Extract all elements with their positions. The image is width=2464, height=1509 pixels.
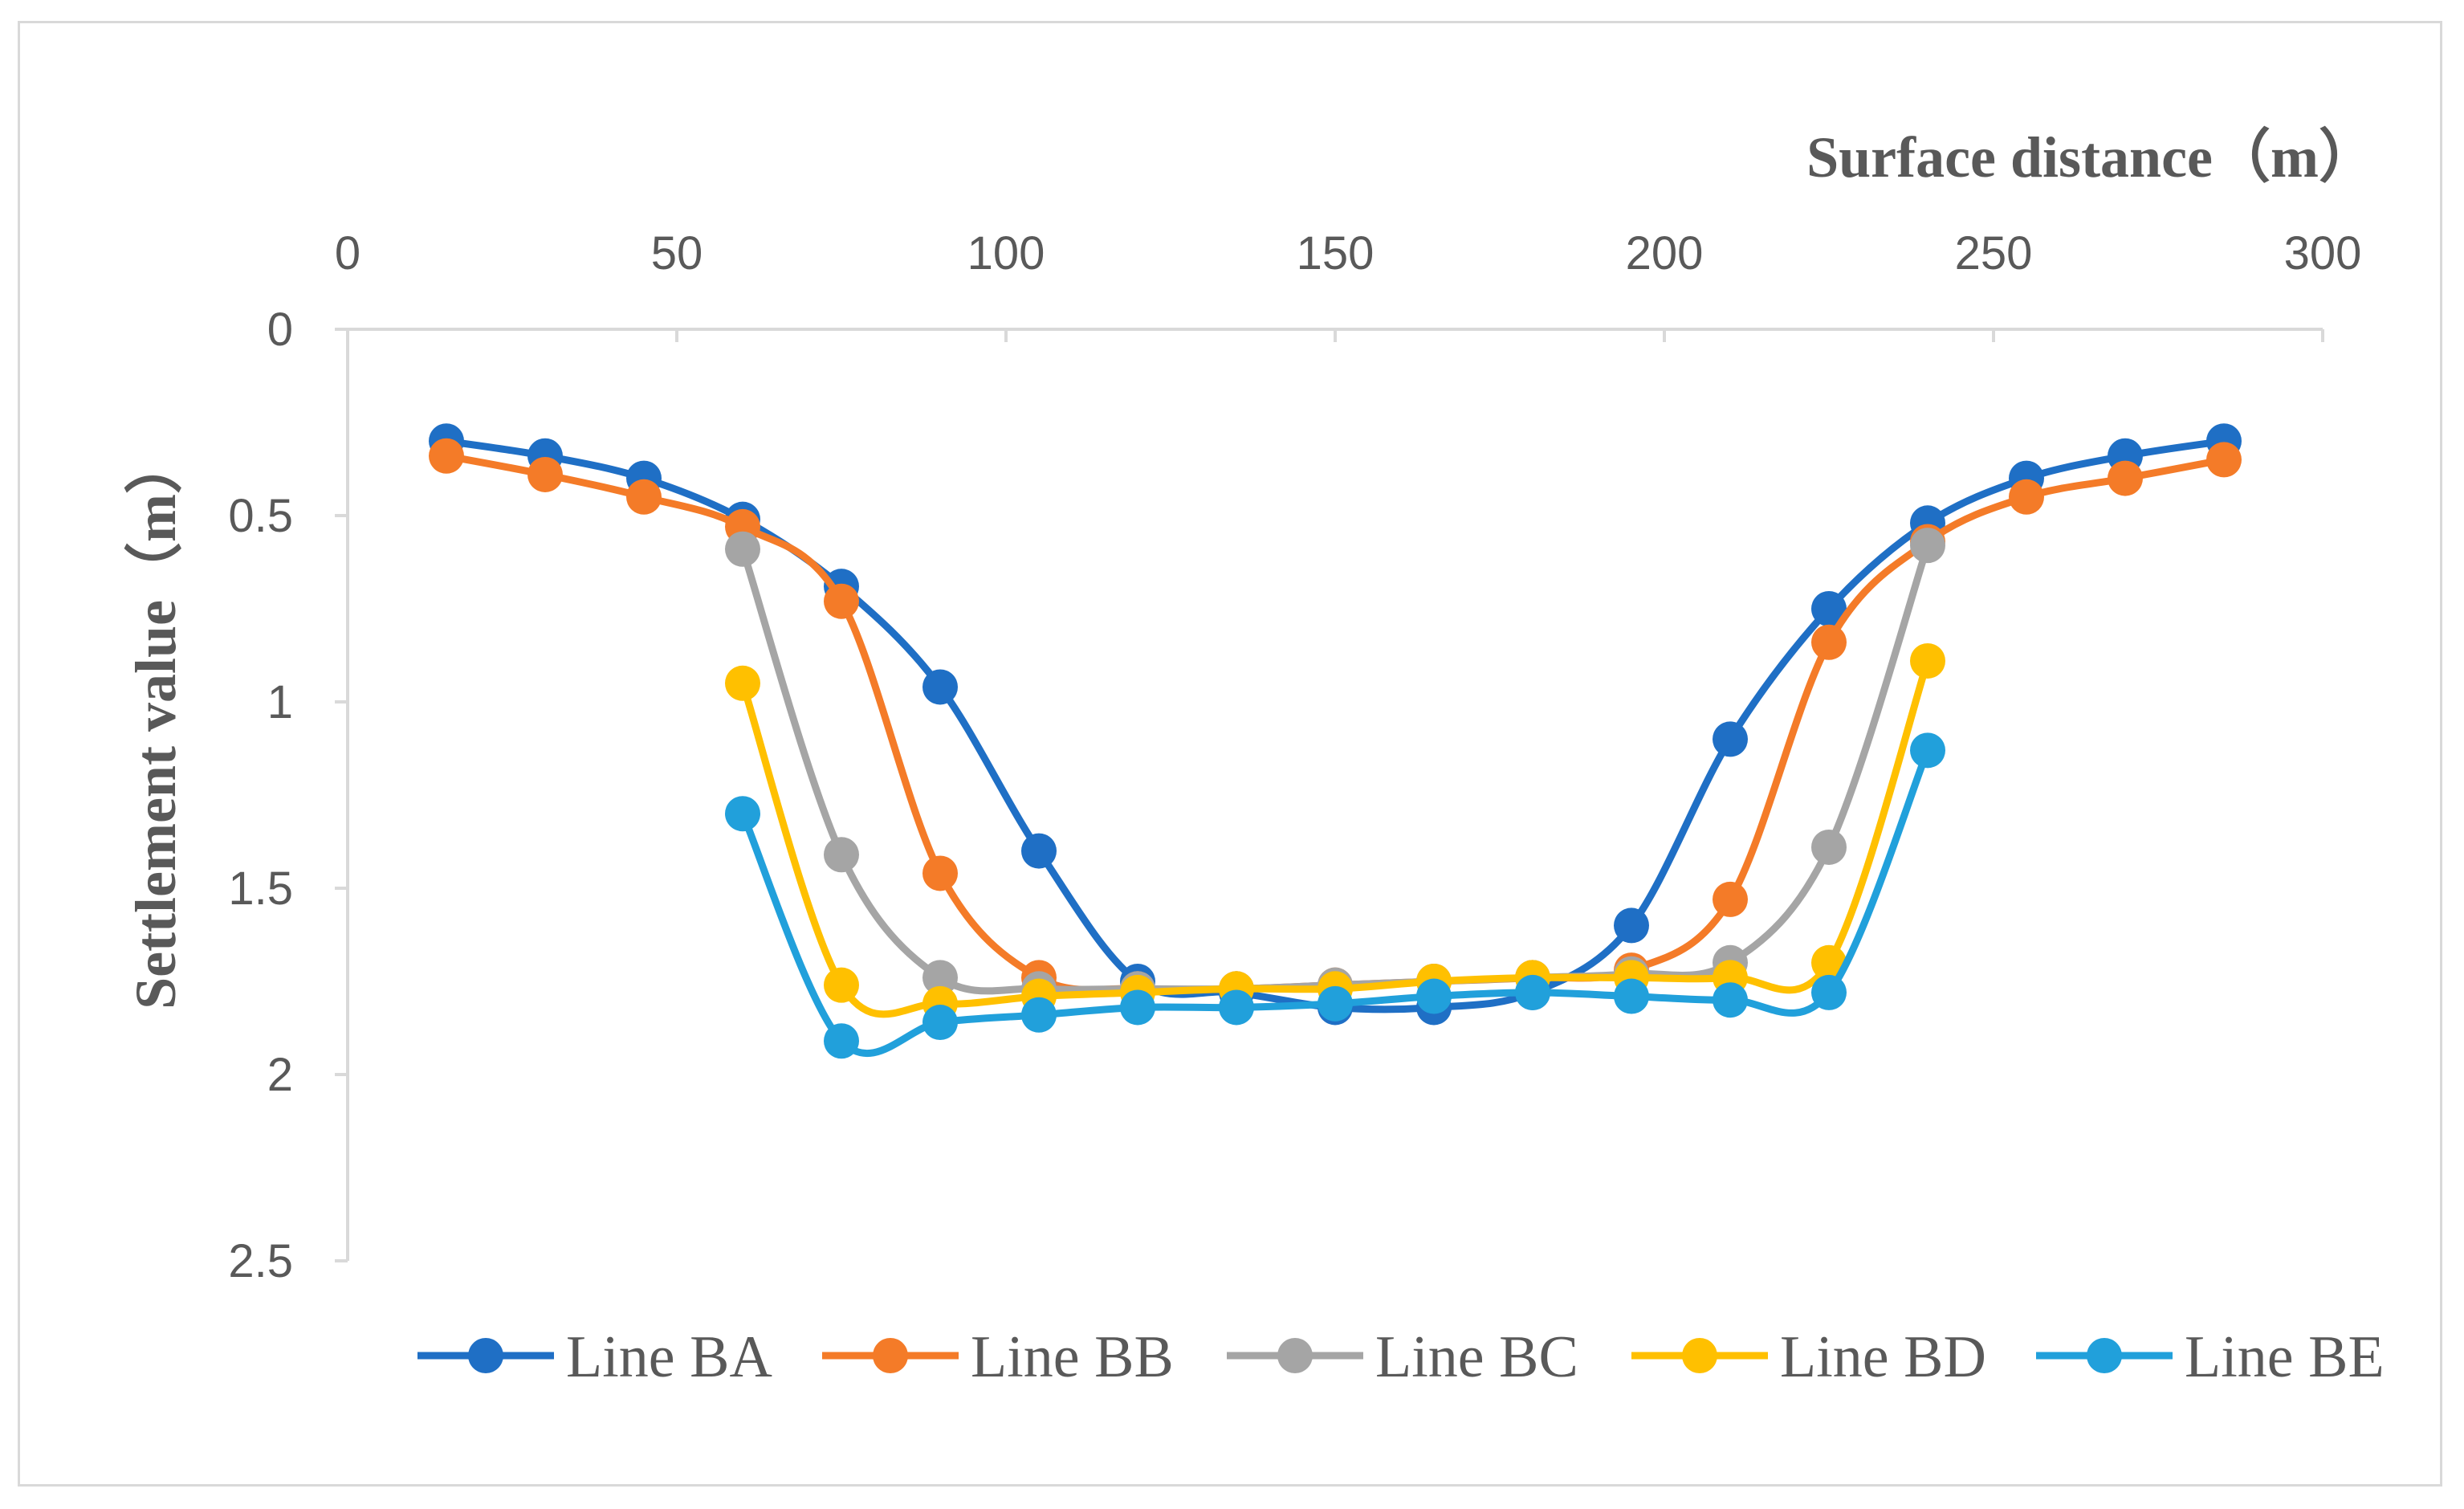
legend-label: Line BB (971, 1324, 1174, 1390)
data-point (1811, 944, 1847, 981)
data-point (1811, 974, 1847, 1010)
data-point (1811, 624, 1847, 660)
data-point (725, 531, 760, 567)
series-line-bc (725, 528, 1945, 1007)
data-point (1219, 989, 1254, 1026)
x-tick-label: 300 (2284, 227, 2362, 279)
series-line (739, 541, 1932, 995)
data-point (922, 1005, 958, 1041)
series-line-bb (429, 438, 2242, 1007)
legend-item: Line BD (1631, 1324, 1986, 1390)
data-point (1416, 978, 1452, 1014)
data-point (1120, 989, 1155, 1026)
data-point (725, 796, 760, 832)
legend-marker (468, 1338, 503, 1373)
data-point (626, 479, 662, 515)
data-point (1515, 974, 1550, 1010)
legend-marker (2087, 1338, 2122, 1373)
data-point (1910, 642, 1945, 679)
data-point (2108, 460, 2143, 496)
legend-item: Line BA (417, 1324, 772, 1390)
x-tick-label: 100 (967, 227, 1045, 279)
axes-layer: 0 50 100 150 200 250 300 0 0.5 1 1.5 2 2.5 (228, 227, 2361, 1287)
data-point (922, 960, 958, 996)
data-point (1713, 881, 1748, 917)
y-tick-label: 2.5 (228, 1235, 293, 1287)
chart-frame (18, 21, 2442, 1487)
data-point (824, 967, 859, 1003)
data-point (2206, 442, 2242, 478)
legend-marker (1277, 1338, 1313, 1373)
legend-marker (873, 1338, 908, 1373)
legend: Line BA Line BB Line BC Line BD Line BE (417, 1324, 2385, 1390)
data-point (1614, 978, 1649, 1014)
data-point (1021, 997, 1057, 1033)
x-axis-title: Surface distance（m） (1806, 125, 2376, 190)
data-point (1713, 721, 1748, 757)
legend-item: Line BC (1227, 1324, 1578, 1390)
data-point (1713, 982, 1748, 1018)
x-tick-label: 250 (1955, 227, 2033, 279)
data-point (1811, 829, 1847, 865)
series-line-be (725, 732, 1945, 1059)
data-point (922, 669, 958, 705)
legend-label: Line BA (566, 1324, 772, 1390)
data-point (1811, 591, 1847, 626)
x-tick-label: 50 (651, 227, 703, 279)
legend-label: Line BD (1780, 1324, 1986, 1390)
data-point (824, 837, 859, 873)
y-tick-label: 2 (267, 1049, 293, 1101)
legend-marker (1682, 1338, 1717, 1373)
y-axis-title: Settlement value（m） (124, 436, 188, 1009)
x-tick-label: 150 (1297, 227, 1375, 279)
data-point (527, 456, 563, 492)
x-tick-label: 0 (335, 227, 360, 279)
y-tick-label: 1.5 (228, 863, 293, 915)
data-point (1910, 732, 1945, 769)
data-point (1021, 833, 1057, 869)
legend-item: Line BE (2036, 1324, 2385, 1390)
y-tick-label: 0.5 (228, 490, 293, 542)
data-point (922, 855, 958, 891)
data-point (824, 583, 859, 619)
y-tick-label: 1 (267, 676, 293, 728)
x-tick-label: 200 (1626, 227, 1704, 279)
data-point (2009, 479, 2044, 515)
legend-label: Line BE (2185, 1324, 2385, 1390)
data-point (1318, 985, 1353, 1022)
data-point (1614, 907, 1649, 944)
series-line (442, 452, 2228, 994)
y-tick-label: 0 (267, 304, 293, 356)
data-point (824, 1023, 859, 1059)
legend-item: Line BB (822, 1324, 1174, 1390)
series-layer (429, 423, 2242, 1059)
data-point (725, 665, 760, 701)
legend-label: Line BC (1375, 1324, 1578, 1390)
data-point (429, 438, 464, 474)
data-point (1910, 528, 1945, 564)
